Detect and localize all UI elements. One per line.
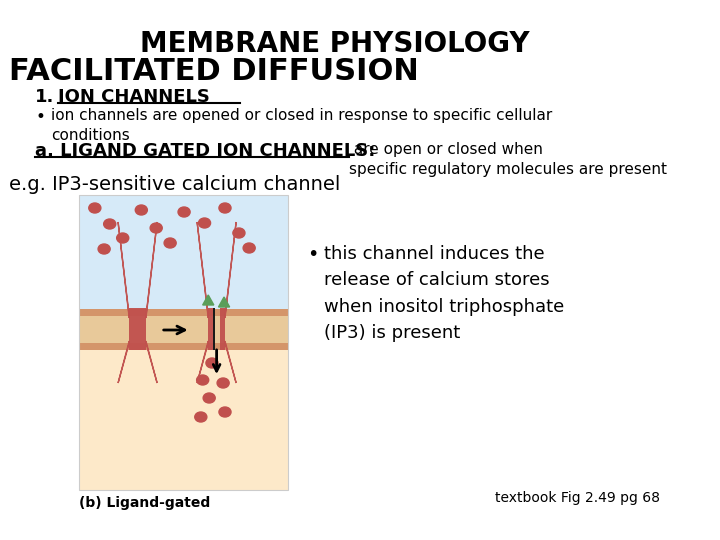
Polygon shape [225,341,236,383]
Ellipse shape [117,233,129,243]
Ellipse shape [203,393,215,403]
Bar [213,308,215,350]
Bar [129,308,146,350]
Text: ion channels are opened or closed in response to specific cellular
conditions: ion channels are opened or closed in res… [51,108,552,143]
Text: FACILITATED DIFFUSION: FACILITATED DIFFUSION [9,57,419,86]
Polygon shape [118,341,129,383]
Bar [79,195,288,490]
Text: MEMBRANE PHYSIOLOGY: MEMBRANE PHYSIOLOGY [140,30,529,58]
Text: a. LIGAND GATED ION CHANNELS:: a. LIGAND GATED ION CHANNELS: [35,142,376,160]
Ellipse shape [104,219,116,229]
Text: ION CHANNELS: ION CHANNELS [58,88,210,106]
Bar [79,309,288,316]
Bar [208,308,213,350]
Bar [79,195,288,312]
Text: •: • [307,245,318,264]
Text: textbook Fig 2.49 pg 68: textbook Fig 2.49 pg 68 [495,491,660,505]
Polygon shape [146,222,157,318]
Ellipse shape [219,407,231,417]
Ellipse shape [178,207,190,217]
Ellipse shape [217,378,229,388]
Ellipse shape [150,223,162,233]
Ellipse shape [197,375,209,385]
Ellipse shape [243,243,255,253]
Text: 1.: 1. [35,88,55,106]
Polygon shape [146,341,157,383]
Polygon shape [202,295,214,305]
Text: •: • [35,108,45,126]
Bar [220,308,225,350]
Polygon shape [197,341,208,383]
Ellipse shape [233,228,245,238]
Text: this channel induces the
release of calcium stores
when inositol triphosphate
(I: this channel induces the release of calc… [323,245,564,342]
Ellipse shape [219,203,231,213]
Ellipse shape [195,412,207,422]
Ellipse shape [135,205,148,215]
Ellipse shape [206,358,218,368]
Ellipse shape [199,218,210,228]
Text: (b) Ligand-gated: (b) Ligand-gated [79,496,210,510]
Ellipse shape [89,203,101,213]
Polygon shape [218,297,230,307]
Bar [79,343,288,350]
Bar [79,312,288,347]
Bar [79,347,288,490]
Polygon shape [118,222,129,318]
Polygon shape [225,222,236,318]
Polygon shape [197,222,208,318]
Text: e.g. IP3-sensitive calcium channel: e.g. IP3-sensitive calcium channel [9,175,341,194]
Text: are open or closed when
specific regulatory molecules are present: are open or closed when specific regulat… [348,142,667,177]
Ellipse shape [98,244,110,254]
Ellipse shape [164,238,176,248]
